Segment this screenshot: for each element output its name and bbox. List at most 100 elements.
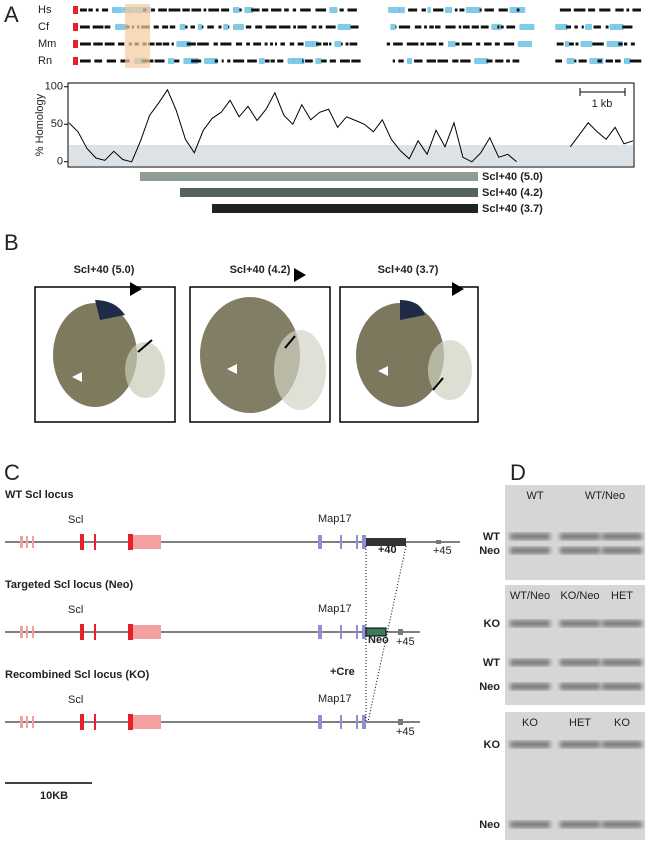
aligned-block [581, 25, 584, 29]
aligned-block [207, 25, 214, 29]
aligned-block [393, 42, 403, 46]
band [510, 683, 550, 690]
aligned-block [433, 8, 444, 12]
aligned-block [421, 8, 426, 12]
aligned-block [329, 59, 336, 63]
aligned-block [497, 25, 500, 29]
homology-line [68, 88, 634, 163]
aligned-block [255, 25, 263, 29]
exon [340, 535, 342, 549]
band [602, 741, 642, 748]
construct [140, 172, 478, 181]
conserved-block [312, 41, 317, 47]
aligned-block [556, 42, 564, 46]
lane-label: KO [614, 717, 630, 729]
aligned-block [462, 25, 470, 29]
conserved-block [448, 41, 456, 47]
species-label: Cf [38, 21, 50, 33]
lane-label: WT/Neo [510, 590, 550, 602]
band-label: Neo [479, 545, 500, 557]
aligned-block [297, 25, 307, 29]
aligned-block [578, 59, 587, 63]
aligned-block [245, 25, 252, 29]
species-label: Mm [38, 38, 56, 50]
lane-label: KO [522, 717, 538, 729]
conserved-block [112, 7, 123, 13]
conserved-block [293, 58, 303, 64]
aligned-block [147, 42, 155, 46]
aligned-block [626, 8, 630, 12]
aligned-block [292, 8, 297, 12]
band [560, 659, 600, 666]
exon [340, 715, 342, 729]
aligned-block [339, 59, 350, 63]
conserved-block [233, 24, 244, 30]
lane-label: HET [611, 590, 633, 602]
y-tick-label: 50 [51, 118, 63, 130]
aligned-block [246, 42, 250, 46]
aligned-block [284, 8, 289, 12]
highlight [125, 4, 150, 68]
aligned-block [454, 8, 458, 12]
aligned-block [593, 25, 601, 29]
aligned-block [197, 42, 209, 46]
embryo [200, 297, 300, 413]
element [398, 629, 403, 635]
construct-label: Scl+40 (3.7) [482, 203, 543, 215]
aligned-block [623, 42, 628, 46]
aligned-block [588, 8, 596, 12]
exon [356, 715, 358, 729]
conserved-block [176, 41, 191, 47]
panel-label: D [510, 460, 526, 485]
conserved-block [470, 7, 481, 13]
aligned-block [414, 59, 423, 63]
aligned-block [191, 8, 202, 12]
conserved-block [305, 41, 319, 47]
aligned-block [503, 42, 515, 46]
stain [95, 300, 125, 320]
aligned-block [479, 8, 482, 12]
aligned-block [605, 59, 614, 63]
aligned-block [274, 42, 277, 46]
aligned-block [555, 59, 563, 63]
exon [73, 23, 78, 31]
conserved-block [259, 58, 265, 64]
aligned-block [264, 42, 268, 46]
exon [20, 626, 23, 638]
conserved-block [580, 41, 593, 47]
exon [20, 536, 23, 548]
element [436, 540, 441, 544]
aligned-block [323, 42, 329, 46]
conserved-block [198, 24, 202, 30]
exon [128, 534, 133, 550]
exon [32, 626, 34, 638]
band [560, 741, 600, 748]
aligned-block [392, 59, 395, 63]
lane-label: WT [526, 490, 543, 502]
panel-label: B [4, 230, 19, 255]
aligned-block [247, 59, 257, 63]
aligned-block [106, 59, 116, 63]
band-label: WT [483, 531, 500, 543]
aligned-block [153, 25, 159, 29]
exon [26, 626, 28, 638]
aligned-block [350, 25, 359, 29]
conserved-block [585, 24, 592, 30]
aligned-block [599, 8, 611, 12]
aligned-block [398, 25, 411, 29]
element-label: +45 [433, 545, 452, 557]
aligned-block [80, 42, 91, 46]
aligned-block [414, 25, 422, 29]
aligned-block [88, 8, 93, 12]
aligned-block [429, 25, 434, 29]
embryo-title: Scl+40 (3.7) [378, 264, 439, 276]
conserved-block [244, 7, 254, 13]
band-label: Neo [479, 681, 500, 693]
aligned-block [168, 8, 181, 12]
locus-title: Recombined Scl locus (KO) [5, 669, 150, 681]
aligned-block [155, 42, 162, 46]
element-label: +45 [396, 726, 415, 738]
aligned-block [104, 42, 115, 46]
aligned-block [235, 42, 243, 46]
blot [505, 712, 645, 840]
